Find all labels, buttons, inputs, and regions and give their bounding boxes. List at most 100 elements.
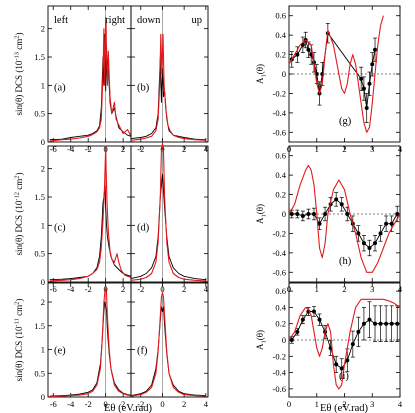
panel-e-xtick-label: 0 <box>104 399 108 409</box>
panel-g-point <box>367 81 372 86</box>
panel-i-point <box>389 321 394 326</box>
panel-b: -2024downup(b) <box>130 5 209 154</box>
panel-f-experiment-line <box>130 306 206 397</box>
panel-i-point <box>373 321 378 326</box>
panel-h-point <box>334 197 339 202</box>
panel-d-label: (d) <box>137 222 150 233</box>
panel-g-point <box>359 76 364 81</box>
panel-e-ytick-label: 1 <box>41 345 45 355</box>
ylabel-main: sin(θ) DCS (10 <box>14 200 24 255</box>
ylabel-close: ) <box>14 299 24 302</box>
panel-i-point <box>384 321 389 326</box>
panel-h-ytick-label: -0.6 <box>273 267 286 277</box>
panel-g-ytick-label: -0.2 <box>273 88 286 98</box>
panel-g-theory-line <box>288 15 384 133</box>
panel-h-point <box>323 212 328 216</box>
panel-f-xtick-label: -2 <box>137 399 144 409</box>
panel-e-xtick-label: 2 <box>121 399 125 409</box>
ylabel-exp: -11 <box>14 318 21 326</box>
panel-c-ytick-label: 0.5 <box>34 249 45 259</box>
panel-g-ytick-label: -0.4 <box>273 108 287 118</box>
panel-g-ytick-label: 0 <box>282 69 286 79</box>
panel-b-annotation-right: up <box>192 15 203 26</box>
ylabel-unit: cm <box>14 39 24 52</box>
panel-i-point <box>334 362 339 367</box>
panel-e-experiment-line <box>49 301 132 397</box>
panel-i-xtick-label: 3 <box>370 399 374 409</box>
panel-c-ytick-label: 1.5 <box>34 192 45 202</box>
panel-f-xtick-label: 4 <box>204 399 209 409</box>
panel-d-frame <box>130 145 209 283</box>
panel-h-point <box>345 212 350 216</box>
ylabel-arg: (θ) <box>255 64 265 74</box>
panel-a-ytick-label: 0 <box>41 137 45 147</box>
panel-i-ylabel: A1(θ) <box>255 330 268 350</box>
panel-h-xtick-label: 3 <box>370 284 374 294</box>
ylabel-unit: cm <box>14 305 24 318</box>
panel-h-ytick-label: -0.2 <box>273 228 286 238</box>
panel-i-point <box>295 329 300 334</box>
panel-a-theory-line <box>49 16 132 142</box>
panel-g-point <box>361 86 366 91</box>
panel-a-frame <box>47 5 132 143</box>
ylabel-arg: (θ) <box>255 330 265 340</box>
ylabel-unit-exp: 2 <box>14 36 21 39</box>
panel-h-point <box>378 231 383 236</box>
panel-i-xtick-label: 1 <box>315 399 319 409</box>
panel-a-ytick-label: 1 <box>41 80 45 90</box>
panel-i: 0 1 2 3 4-0.6-0.4-0.200.20.40.6A1(θ)(i) <box>255 282 403 409</box>
panel-i-ytick-label: 0.6 <box>275 286 286 296</box>
panel-a-label: (a) <box>54 82 66 93</box>
panel-b-theory-line <box>130 33 206 141</box>
panel-h-theory-line <box>288 164 401 273</box>
panel-e-frame <box>47 282 132 398</box>
panel-i-point <box>300 317 305 322</box>
panel-g-ytick-label: -0.6 <box>273 127 286 137</box>
ylabel-close: ) <box>14 33 24 36</box>
panel-f-xtick-label: 2 <box>182 399 186 409</box>
panel-i-ytick-label: 0 <box>282 335 286 345</box>
panel-g-point <box>295 52 300 57</box>
panel-i-point <box>395 321 400 326</box>
panel-e-ytick-label: 1.5 <box>34 321 45 331</box>
panel-e-ytick-label: 0.5 <box>34 368 45 378</box>
ylabel-main: sin(θ) DCS (10 <box>14 326 24 381</box>
panel-h-experiment-line <box>291 198 398 249</box>
ylabel-exp: -13 <box>14 52 21 61</box>
panel-g-label: (g) <box>339 116 352 127</box>
panel-i-point <box>289 338 294 342</box>
panel-i-point <box>311 309 316 314</box>
ylabel-sub: 1 <box>261 74 268 77</box>
panel-g-point <box>373 47 378 52</box>
panel-h: 0 1 2 3 4-0.6-0.4-0.200.20.40.6A1(θ)(h) <box>255 145 403 294</box>
ylabel-sub: 1 <box>261 214 268 217</box>
panel-h-ytick-label: -0.4 <box>273 248 287 258</box>
panel-h-point <box>389 221 394 226</box>
panel-a-ytick-label: 2 <box>41 24 45 34</box>
panel-c-xtick-label: -2 <box>85 284 92 294</box>
panel-h-ytick-label: 0 <box>282 209 286 219</box>
panel-b-label: (b) <box>137 82 150 93</box>
panel-g-point <box>370 62 375 67</box>
panel-f-frame <box>130 282 209 398</box>
panel-h-point <box>300 213 305 218</box>
ylabel-main: A <box>255 217 265 224</box>
panel-c-xtick-label: -6 <box>50 284 57 294</box>
panel-h-xtick-label: 2 <box>342 284 346 294</box>
panel-i-ytick-label: -0.4 <box>273 368 287 378</box>
panel-c-ytick-label: 0 <box>41 277 45 287</box>
panel-i-xtick-label: 2 <box>342 399 346 409</box>
panel-c-label: (c) <box>54 222 66 233</box>
panel-i-label: (i) <box>339 371 349 382</box>
ylabel-unit: cm <box>14 179 24 192</box>
panel-h-xtick-label: 1 <box>315 284 319 294</box>
panel-e-label: (e) <box>54 346 66 357</box>
panel-h-point <box>289 212 294 216</box>
ylabel-unit-exp: 2 <box>14 176 21 179</box>
panel-f: -2 0 2 4 (f) <box>130 282 209 409</box>
panel-b-frame <box>130 5 209 143</box>
